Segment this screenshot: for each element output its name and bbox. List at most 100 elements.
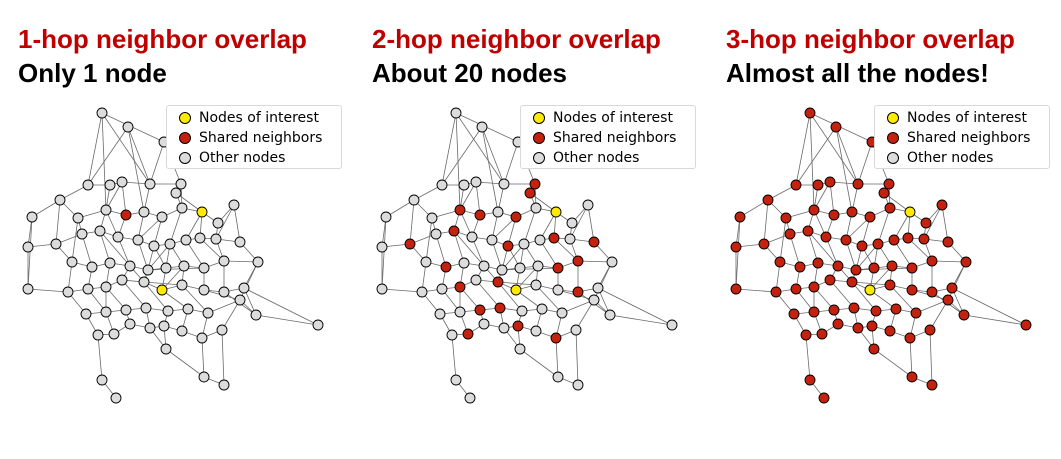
- shared-node: [866, 320, 878, 332]
- graph-edge: [475, 181, 481, 216]
- graph-edge: [561, 299, 595, 314]
- interest-node-marker: [533, 112, 545, 124]
- graph-edge: [835, 126, 859, 185]
- graph-edge: [809, 112, 859, 185]
- shared-node: [888, 234, 900, 246]
- shared-node: [848, 302, 860, 314]
- shared-node: [762, 194, 774, 206]
- shared-node: [454, 204, 466, 216]
- shared-node: [906, 284, 918, 296]
- graph-edge: [739, 199, 769, 218]
- other-node: [312, 319, 324, 331]
- graph-edge: [233, 204, 241, 243]
- shared-node: [910, 307, 922, 319]
- graph-edge: [907, 237, 933, 262]
- shared-node: [820, 231, 832, 243]
- shared-node: [884, 325, 896, 337]
- shared-node: [830, 121, 842, 133]
- graph-edge: [451, 334, 457, 381]
- graph-edge: [915, 299, 949, 314]
- legend-item-interest: Nodes of interest: [179, 109, 319, 127]
- other-node: [198, 284, 210, 296]
- other-node: [238, 282, 250, 294]
- other-node: [380, 211, 392, 223]
- other-node: [250, 309, 262, 321]
- other-node: [476, 121, 488, 133]
- graph-edge: [577, 260, 613, 263]
- other-node: [120, 304, 132, 316]
- other-node: [176, 279, 188, 291]
- shared-node: [734, 211, 746, 223]
- shared-node: [840, 234, 852, 246]
- other-node: [142, 264, 154, 276]
- other-node: [556, 307, 568, 319]
- other-node-marker: [887, 152, 899, 164]
- graph-edge: [27, 288, 69, 293]
- graph-edge: [221, 329, 225, 386]
- other-node: [94, 225, 106, 237]
- shared-node: [550, 332, 562, 344]
- graph-edge: [497, 281, 537, 286]
- legend-item-shared: Shared neighbors: [179, 129, 322, 147]
- legend-item-interest: Nodes of interest: [533, 109, 673, 127]
- graph-edge: [215, 204, 235, 240]
- other-node: [592, 282, 604, 294]
- graph-edge: [575, 299, 595, 331]
- shared-node: [404, 238, 416, 250]
- graph-edge: [569, 204, 589, 240]
- other-node: [144, 322, 156, 334]
- shared-node: [960, 256, 972, 268]
- legend-label: Other nodes: [199, 150, 286, 166]
- other-node: [202, 307, 214, 319]
- shared-node: [548, 232, 560, 244]
- graph-edge: [453, 230, 465, 264]
- other-node: [530, 325, 542, 337]
- shared-node: [502, 240, 514, 252]
- shared-node: [529, 178, 541, 190]
- shared-node: [852, 178, 864, 190]
- graph-edge: [829, 181, 835, 216]
- interest-node: [864, 284, 876, 296]
- legend: Nodes of interest Shared neighbors Other…: [874, 105, 1050, 169]
- panel-subtitle: Only 1 node: [18, 58, 167, 88]
- other-node: [436, 283, 448, 295]
- graph-edge: [779, 217, 787, 263]
- graph-edge: [951, 287, 1027, 326]
- graph-edge: [835, 126, 853, 213]
- graph-edge: [889, 284, 917, 314]
- graph-edge: [931, 260, 967, 263]
- shared-node: [440, 261, 452, 273]
- shared-node: [572, 255, 584, 267]
- shared-node: [552, 262, 564, 274]
- other-node: [22, 241, 34, 253]
- shared-node: [942, 236, 954, 248]
- graph-edge: [501, 243, 525, 271]
- other-node: [458, 179, 470, 191]
- other-node: [156, 211, 168, 223]
- shared-node: [454, 281, 466, 293]
- shared-node: [812, 257, 824, 269]
- shared-node: [850, 264, 862, 276]
- graph-edge: [87, 126, 129, 186]
- legend-item-other: Other nodes: [533, 149, 639, 167]
- graph-edge: [845, 216, 871, 241]
- other-node: [252, 256, 264, 268]
- graph-edge: [223, 260, 259, 263]
- other-node: [450, 374, 462, 386]
- shared-node: [808, 281, 820, 293]
- graph-edge: [575, 329, 579, 386]
- graph-edge: [855, 267, 913, 271]
- shared-node: [884, 202, 896, 214]
- shared-node: [474, 304, 486, 316]
- other-node: [212, 217, 224, 229]
- graph-edge: [929, 299, 949, 331]
- shared-node: [790, 179, 802, 191]
- network-graph: [22, 107, 324, 404]
- other-node: [606, 256, 618, 268]
- other-node: [176, 325, 188, 337]
- shared-node-marker: [887, 132, 899, 144]
- shared-node: [824, 176, 836, 188]
- interest-node: [550, 206, 562, 218]
- graph-edge: [763, 199, 769, 245]
- shared-node: [790, 283, 802, 295]
